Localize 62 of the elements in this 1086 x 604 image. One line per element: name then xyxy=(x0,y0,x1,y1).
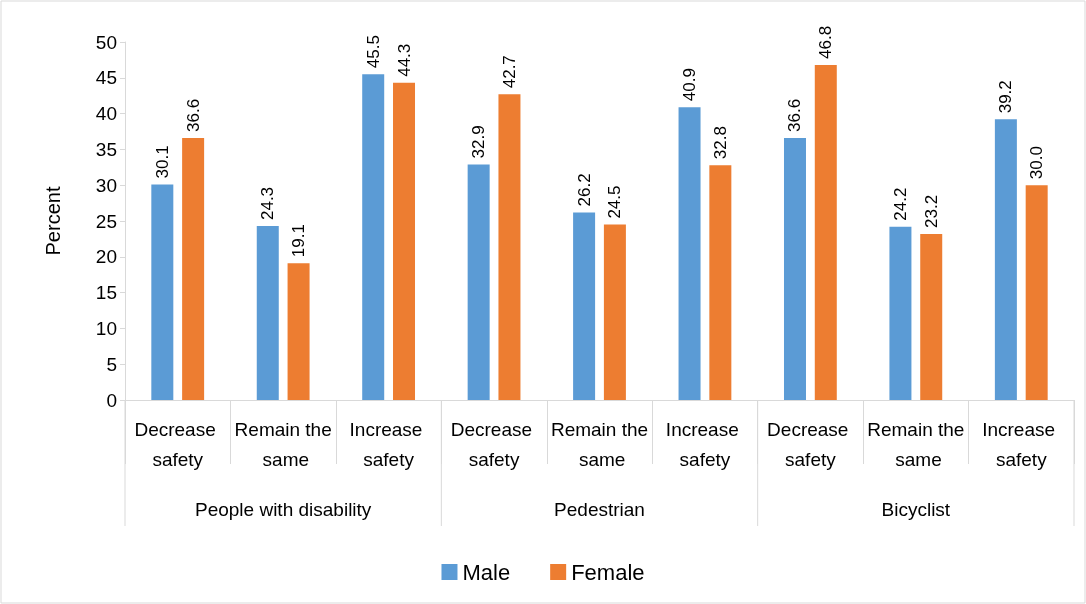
y-tick-label: 45 xyxy=(95,67,117,89)
text: Bicyclist xyxy=(881,499,951,520)
data-label: 19.1 xyxy=(289,224,309,258)
legend-label: Male xyxy=(462,559,511,585)
y-tick-label: 15 xyxy=(95,282,117,304)
bar xyxy=(920,233,943,400)
y-tick-label: 50 xyxy=(95,31,117,53)
bar xyxy=(1025,185,1048,400)
x-tick-label: Decrease safety xyxy=(134,418,222,470)
data-label: 24.3 xyxy=(258,186,278,221)
x-tick-label: Decrease safety xyxy=(767,418,854,470)
bar xyxy=(783,137,806,400)
data-label: 42.7 xyxy=(499,55,519,89)
bar xyxy=(994,119,1017,400)
y-tick-label: 40 xyxy=(95,103,117,125)
y-tick-label: 10 xyxy=(95,317,117,339)
bar xyxy=(814,64,837,400)
y-tick-label: 5 xyxy=(106,353,117,375)
bar xyxy=(467,164,490,400)
data-label: 32.8 xyxy=(710,126,730,160)
data-label: 30.1 xyxy=(152,145,172,179)
x-tick-label: Increase safety xyxy=(982,418,1061,470)
bar xyxy=(182,137,205,400)
bar xyxy=(151,184,174,400)
text: Pedestrian xyxy=(554,499,645,520)
bar xyxy=(393,82,416,400)
data-label: 36.6 xyxy=(183,98,203,132)
x-tick-label: Remain the same xyxy=(234,418,332,470)
bar xyxy=(498,94,521,400)
data-label: 39.2 xyxy=(996,80,1016,114)
bar xyxy=(362,74,385,400)
data-label: 24.2 xyxy=(890,187,910,221)
text: People with disability xyxy=(194,499,372,520)
x-tick-label: Increase safety xyxy=(665,418,745,470)
bar xyxy=(678,107,701,400)
bar xyxy=(889,226,912,400)
data-label: 46.8 xyxy=(816,25,836,59)
y-tick-label: 25 xyxy=(95,210,117,232)
data-label: 23.2 xyxy=(921,194,941,228)
y-tick-label: 35 xyxy=(95,138,117,160)
legend-label: Female xyxy=(571,559,645,585)
x-tick-label: Remain the same xyxy=(550,418,649,470)
x-tick-label: Remain the same xyxy=(867,418,965,470)
y-tick-label: 0 xyxy=(106,389,117,411)
data-label: 30.0 xyxy=(1027,146,1047,180)
x-tick-label: Increase safety xyxy=(349,418,428,470)
bar xyxy=(603,224,626,400)
data-label: 45.5 xyxy=(363,35,383,69)
y-tick-label: 30 xyxy=(95,174,117,196)
bar xyxy=(709,165,732,400)
data-label: 44.3 xyxy=(394,43,414,77)
data-label: 24.5 xyxy=(605,185,625,219)
y-tick-label: 20 xyxy=(95,246,117,268)
bar xyxy=(256,226,279,400)
x-tick-label: Decrease safety xyxy=(450,418,538,470)
data-label: 36.6 xyxy=(785,98,805,132)
data-label: 40.9 xyxy=(680,68,700,102)
data-label: 26.2 xyxy=(574,173,594,207)
bar xyxy=(287,263,310,400)
y-axis-title: Percent xyxy=(42,186,64,256)
bar xyxy=(573,212,596,400)
data-label: 32.9 xyxy=(469,125,489,159)
